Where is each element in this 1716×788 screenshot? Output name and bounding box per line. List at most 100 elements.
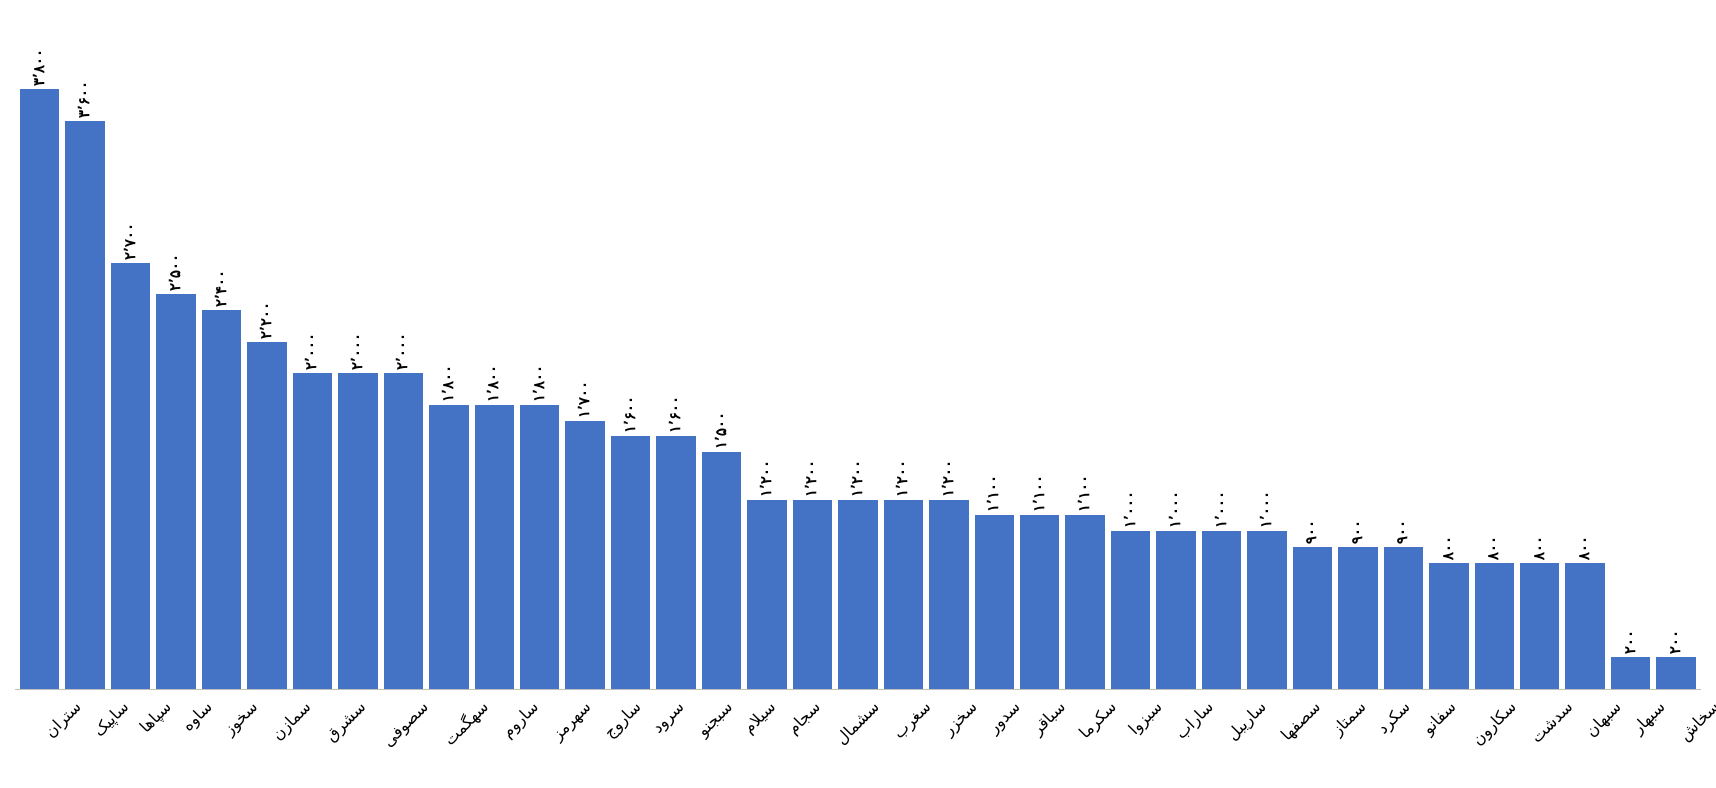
bar-group: ۲٬۰۰۰	[338, 20, 377, 689]
bar-value-label: ۱٬۲۰۰	[940, 460, 958, 497]
bar-group: ۱٬۵۰۰	[702, 20, 741, 689]
bar	[1384, 547, 1423, 689]
bar-group: ۱٬۲۰۰	[793, 20, 832, 689]
bar-value-label: ۱٬۱۰۰	[1031, 475, 1049, 512]
bar-group: ۳٬۸۰۰	[20, 20, 59, 689]
bar-value-label: ۱٬۵۰۰	[713, 412, 731, 449]
bar-value-label: ۹۰۰	[1303, 520, 1321, 544]
bar-value-label: ۲٬۰۰۰	[349, 333, 367, 370]
bar-value-label: ۸۰۰	[1531, 536, 1549, 560]
bar-value-label: ۲۰۰	[1622, 630, 1640, 654]
bar	[747, 500, 786, 689]
bar-group: ۱٬۱۰۰	[975, 20, 1014, 689]
bar-group: ۱٬۸۰۰	[475, 20, 514, 689]
bar	[338, 373, 377, 689]
bar-group: ۱٬۲۰۰	[929, 20, 968, 689]
bar	[1156, 531, 1195, 689]
bar-group: ۱٬۲۰۰	[747, 20, 786, 689]
bar-group: ۸۰۰	[1429, 20, 1468, 689]
bar	[1565, 563, 1604, 689]
bar-chart: ۳٬۸۰۰ ۳٬۶۰۰ ۲٬۷۰۰ ۲٬۵۰۰ ۲٬۴۰۰ ۲٬۲۰۰ ۲٬۰۰۰ ۲٬۰۰۰…	[15, 20, 1701, 788]
bar	[1338, 547, 1377, 689]
bar	[611, 436, 650, 689]
bar-value-label: ۱٬۶۰۰	[667, 396, 685, 433]
bar	[702, 452, 741, 689]
bar	[838, 500, 877, 689]
bar-value-label: ۱٬۱۰۰	[985, 475, 1003, 512]
bar-group: ۱٬۲۰۰	[884, 20, 923, 689]
bar-group: ۲٬۰۰۰	[384, 20, 423, 689]
bar-value-label: ۸۰۰	[1485, 536, 1503, 560]
bar-group: ۲٬۰۰۰	[293, 20, 332, 689]
bar-group: ۱٬۰۰۰	[1202, 20, 1241, 689]
bar-group: ۹۰۰	[1338, 20, 1377, 689]
bar-value-label: ۱٬۸۰۰	[485, 365, 503, 402]
bar	[1520, 563, 1559, 689]
bar	[929, 500, 968, 689]
bar-value-label: ۲٬۲۰۰	[258, 302, 276, 339]
bar	[65, 121, 104, 689]
bar	[1202, 531, 1241, 689]
bar	[156, 294, 195, 689]
bar	[293, 373, 332, 689]
bar-group: ۲۰۰	[1656, 20, 1695, 689]
bar-value-label: ۱٬۰۰۰	[1213, 491, 1231, 528]
bar-group: ۱٬۰۰۰	[1156, 20, 1195, 689]
bar	[1475, 563, 1514, 689]
bar-value-label: ۱٬۰۰۰	[1258, 491, 1276, 528]
bar-value-label: ۲٬۰۰۰	[303, 333, 321, 370]
bar-value-label: ۲۰۰	[1667, 630, 1685, 654]
bar-group: ۲۰۰	[1611, 20, 1650, 689]
bar-value-label: ۹۰۰	[1394, 520, 1412, 544]
bar-value-label: ۱٬۱۰۰	[1076, 475, 1094, 512]
bar-value-label: ۳٬۸۰۰	[31, 49, 49, 86]
bar-value-label: ۳٬۶۰۰	[76, 81, 94, 118]
bar-value-label: ۲٬۵۰۰	[167, 254, 185, 291]
bar	[520, 405, 559, 689]
bar	[247, 342, 286, 689]
bar-value-label: ۲٬۴۰۰	[213, 270, 231, 307]
bar-value-label: ۱٬۲۰۰	[803, 460, 821, 497]
bar-group: ۳٬۶۰۰	[65, 20, 104, 689]
bar-group: ۹۰۰	[1293, 20, 1332, 689]
plot-area: ۳٬۸۰۰ ۳٬۶۰۰ ۲٬۷۰۰ ۲٬۵۰۰ ۲٬۴۰۰ ۲٬۲۰۰ ۲٬۰۰۰ ۲٬۰۰۰…	[15, 20, 1701, 690]
bar-group: ۱٬۰۰۰	[1111, 20, 1150, 689]
x-label-group: ستران	[20, 690, 63, 788]
bar	[975, 515, 1014, 689]
bar	[475, 405, 514, 689]
bar	[20, 89, 59, 689]
bar	[1293, 547, 1332, 689]
bar	[1429, 563, 1468, 689]
bar	[429, 405, 468, 689]
bar-value-label: ۱٬۸۰۰	[440, 365, 458, 402]
bar-group: ۲٬۲۰۰	[247, 20, 286, 689]
bar	[384, 373, 423, 689]
x-axis-labels: سترانساپیکسپاهاساوهسخوزسمازنسشرقسصوفیسهگ…	[15, 690, 1701, 788]
bar	[1247, 531, 1286, 689]
bar-value-label: ۱٬۸۰۰	[531, 365, 549, 402]
bar-group: ۲٬۵۰۰	[156, 20, 195, 689]
bar-group: ۱٬۶۰۰	[611, 20, 650, 689]
bar-value-label: ۱٬۲۰۰	[758, 460, 776, 497]
bar	[202, 310, 241, 689]
bar	[656, 436, 695, 689]
bar-value-label: ۱٬۷۰۰	[576, 381, 594, 418]
bar-group: ۸۰۰	[1565, 20, 1604, 689]
bar-group: ۱٬۸۰۰	[520, 20, 559, 689]
bar	[565, 421, 604, 689]
bar	[1065, 515, 1104, 689]
bar	[1020, 515, 1059, 689]
bar-group: ۸۰۰	[1475, 20, 1514, 689]
bar-group: ۱٬۶۰۰	[656, 20, 695, 689]
bar-value-label: ۹۰۰	[1349, 520, 1367, 544]
bar-group: ۲٬۷۰۰	[111, 20, 150, 689]
bar-value-label: ۱٬۶۰۰	[622, 396, 640, 433]
bar-value-label: ۱٬۲۰۰	[849, 460, 867, 497]
bar-group: ۱٬۰۰۰	[1247, 20, 1286, 689]
bar-value-label: ۱٬۰۰۰	[1122, 491, 1140, 528]
bar-value-label: ۱٬۲۰۰	[894, 460, 912, 497]
bar-value-label: ۸۰۰	[1440, 536, 1458, 560]
bar	[1611, 657, 1650, 689]
bar-value-label: ۸۰۰	[1576, 536, 1594, 560]
bar	[1111, 531, 1150, 689]
